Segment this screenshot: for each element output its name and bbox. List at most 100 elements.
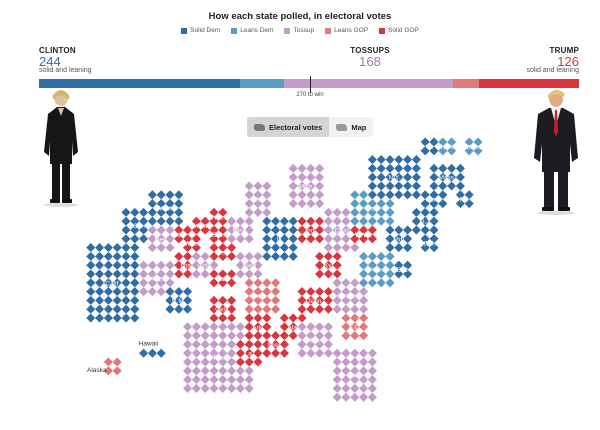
electoral-vote-cell	[191, 374, 202, 385]
electoral-vote-cell	[235, 268, 246, 280]
state-n-j[interactable]: N.J.	[411, 207, 440, 236]
state-mont[interactable]: Mont.	[191, 216, 211, 236]
state-maine[interactable]: Maine	[464, 136, 484, 156]
state-va[interactable]: Va.	[358, 251, 396, 288]
electoral-vote-cell	[156, 216, 167, 227]
state-n-d[interactable]: N.D.	[208, 207, 228, 227]
electoral-vote-cell	[129, 233, 140, 244]
state-vt[interactable]: Vt.	[420, 136, 440, 156]
electoral-vote-cell	[296, 312, 308, 324]
state-tex[interactable]: Tex.	[182, 321, 255, 394]
state-del[interactable]: Del.	[420, 233, 440, 253]
electoral-votes-tab[interactable]: Electoral votes	[247, 117, 330, 137]
electoral-vote-cell	[411, 207, 422, 218]
state-la[interactable]: La.	[235, 339, 264, 368]
electoral-vote-cell	[358, 216, 369, 227]
state-d-c[interactable]: D.C.	[393, 260, 413, 280]
state-pa[interactable]: Pa.	[349, 189, 396, 227]
state-wis[interactable]: Wis.	[244, 180, 272, 218]
state-nev[interactable]: Nev.	[147, 224, 176, 253]
state-ind[interactable]: Ind.	[296, 216, 325, 244]
electoral-vote-cell	[173, 207, 184, 218]
electoral-vote-cell	[340, 392, 352, 403]
electoral-vote-cell	[279, 216, 290, 227]
electoral-vote-cell	[288, 251, 299, 262]
state-alaska[interactable]: Alaska	[87, 356, 123, 376]
electoral-vote-cell	[358, 251, 369, 262]
state-n-h[interactable]: N.H.	[437, 136, 457, 156]
electoral-vote-cell	[94, 286, 105, 297]
state-iowa[interactable]: Iowa	[235, 251, 264, 280]
state-n-y[interactable]: N.Y.	[367, 154, 422, 200]
trump-name: TRUMP	[549, 46, 579, 55]
state-hawaii[interactable]: Hawaii	[138, 341, 167, 359]
clinton-name: CLINTON	[39, 46, 76, 55]
electoral-vote-cell	[244, 295, 255, 306]
electoral-vote-cell	[323, 268, 334, 280]
electoral-vote-cell	[261, 233, 272, 244]
legend-label: Solid Dem	[190, 27, 221, 34]
state-minn[interactable]: Minn.	[226, 216, 255, 244]
win-threshold-marker	[310, 76, 311, 93]
state-fla[interactable]: Fla.	[332, 348, 378, 403]
electoral-vote-cell	[94, 251, 105, 262]
electoral-vote-cell	[244, 339, 255, 350]
electoral-vote-cell	[226, 374, 237, 385]
state-wyo[interactable]: Wyo.	[182, 233, 202, 253]
state-mo[interactable]: Mo.	[244, 277, 281, 315]
electoral-vote-cell	[217, 365, 228, 376]
electoral-vote-cell	[332, 356, 343, 368]
state-s-c[interactable]: S.C.	[340, 312, 369, 341]
electoral-vote-cell	[208, 277, 220, 288]
electoral-vote-cell	[358, 312, 369, 324]
state-n-m[interactable]: N.M.	[164, 286, 193, 315]
electoral-vote-cell	[173, 189, 184, 200]
electoral-vote-cell	[314, 268, 325, 280]
state-w-va[interactable]: W.Va.	[349, 224, 378, 244]
electoral-vote-cell	[226, 356, 237, 368]
electoral-vote-cell	[235, 339, 246, 350]
state-ill[interactable]: Ill.	[261, 216, 299, 262]
electoral-vote-cell	[358, 356, 369, 368]
state-okla[interactable]: Okla.	[208, 295, 237, 324]
state-label: Del.	[424, 241, 436, 248]
state-label: Pa.	[368, 206, 378, 213]
state-ky[interactable]: Ky.	[314, 251, 343, 280]
state-tenn[interactable]: Tenn.	[296, 286, 334, 315]
electoral-vote-cell	[367, 356, 378, 368]
state-wash[interactable]: Wash.	[147, 189, 184, 227]
state-mass[interactable]: Mass.	[428, 163, 466, 192]
electoral-vote-cell	[340, 277, 352, 288]
electoral-vote-cell	[402, 268, 413, 280]
electoral-vote-cell	[85, 295, 96, 306]
electoral-vote-cell	[226, 216, 237, 227]
electoral-vote-cell	[85, 260, 96, 271]
state-neb[interactable]: Neb.	[208, 242, 237, 262]
clinton-sub: solid and leaning	[39, 67, 92, 74]
state-label: Utah	[181, 263, 195, 270]
electoral-vote-cell	[384, 242, 396, 253]
legend-label: Solid GOP	[388, 27, 419, 34]
state-ga[interactable]: Ga.	[296, 321, 334, 359]
state-calif[interactable]: Calif.	[85, 242, 140, 324]
electoral-vote-cell	[252, 304, 264, 315]
electoral-vote-cell	[217, 321, 228, 332]
tossups-name: TOSSUPS	[350, 46, 390, 55]
state-kan[interactable]: Kan.	[208, 268, 237, 288]
state-s-d[interactable]: S.D.	[208, 224, 228, 244]
state-conn[interactable]: Conn.	[420, 189, 448, 209]
electoral-vote-cell	[182, 286, 193, 297]
electoral-votes-tab-label: Electoral votes	[269, 122, 323, 132]
electoral-vote-cell	[340, 216, 352, 227]
electoral-vote-cell	[226, 330, 237, 341]
electoral-vote-cell	[94, 304, 105, 315]
electoral-vote-cell	[182, 268, 193, 280]
electoral-vote-cell	[173, 251, 184, 262]
electoral-vote-cell	[296, 172, 308, 183]
map-tab[interactable]: Map	[329, 117, 374, 137]
state-mich[interactable]: Mich.	[288, 163, 325, 209]
state-r-i[interactable]: R.I.	[455, 189, 475, 209]
electoral-vote-cell	[288, 198, 299, 209]
state-md[interactable]: Md.	[384, 224, 413, 253]
